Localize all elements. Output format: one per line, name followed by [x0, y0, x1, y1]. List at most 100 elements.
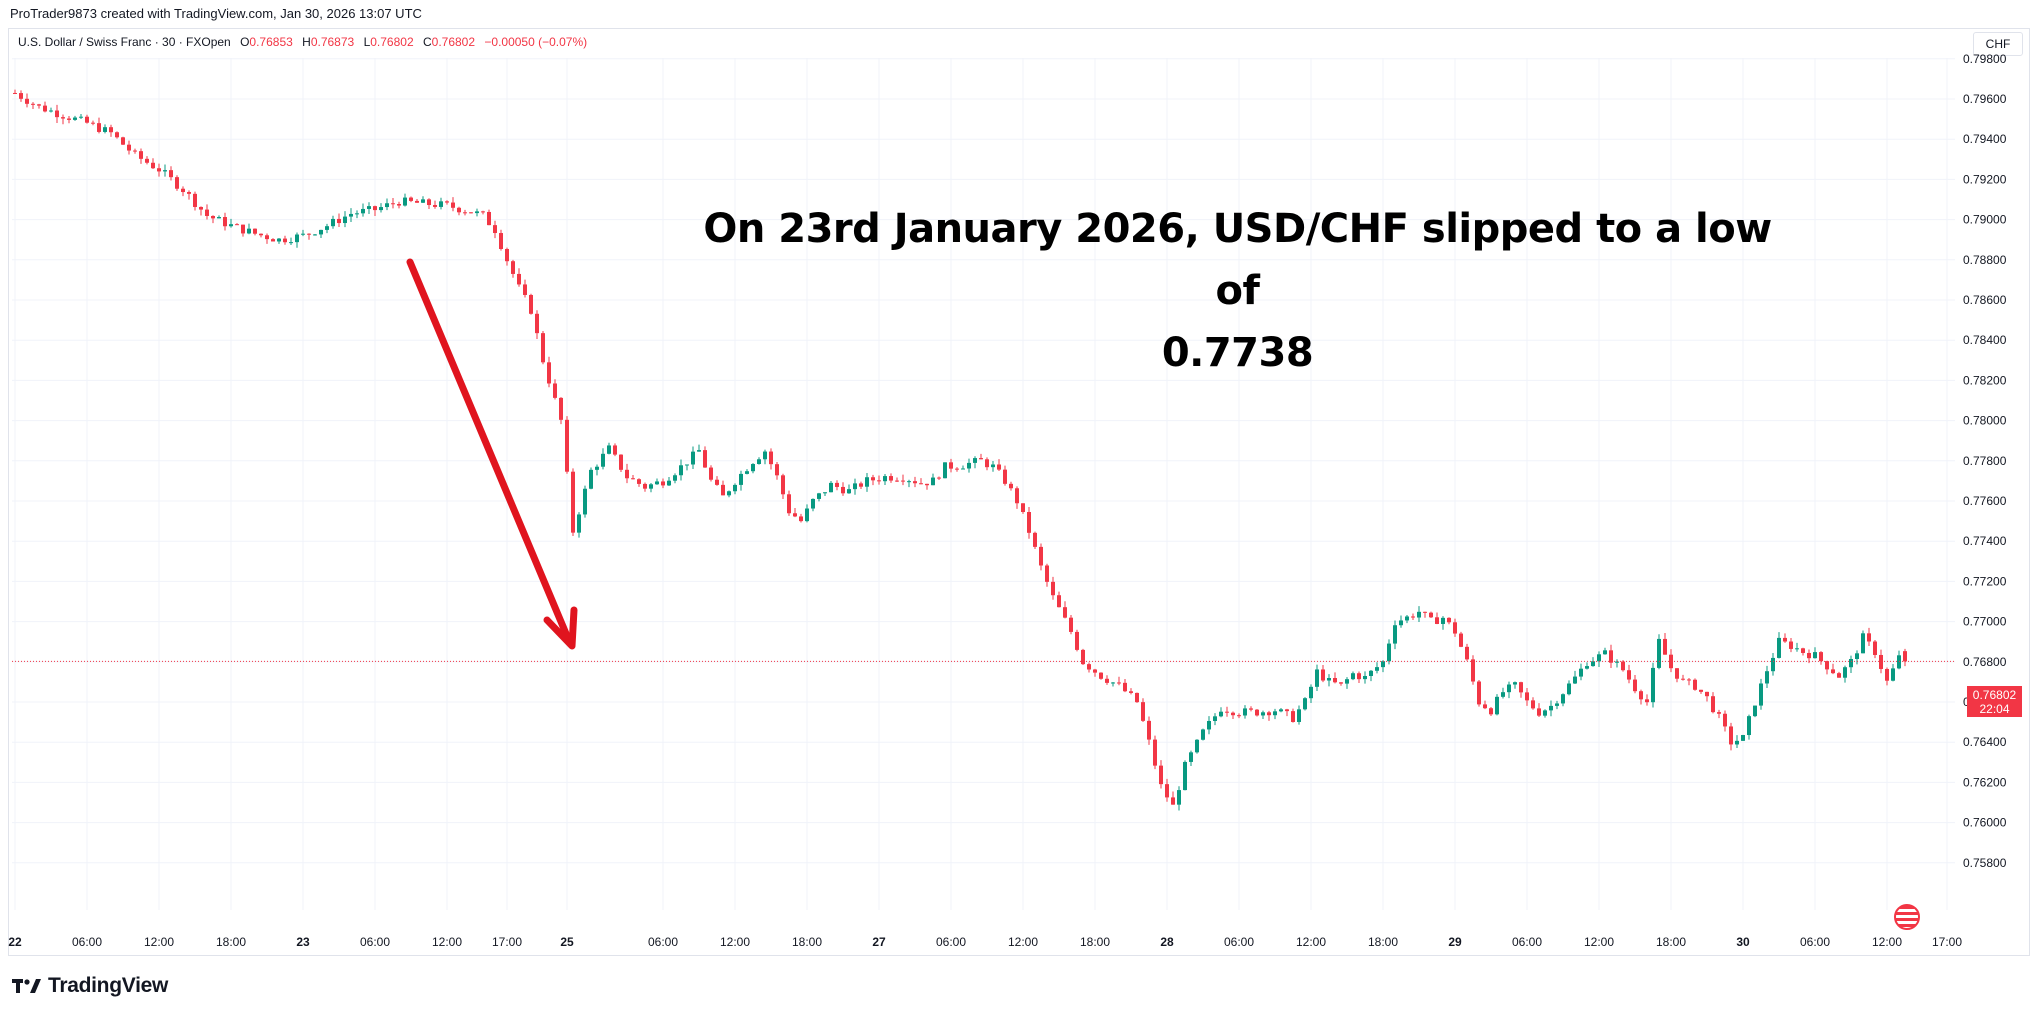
candle-body — [1873, 641, 1877, 655]
candle-body — [1225, 711, 1229, 713]
candle-body — [973, 458, 977, 463]
candle-body — [511, 261, 515, 274]
candle-body — [1507, 684, 1511, 693]
high-label: H — [302, 35, 311, 49]
candle-body — [307, 233, 311, 235]
candle-body — [763, 451, 767, 460]
candle-body — [427, 199, 431, 206]
candle-body — [739, 473, 743, 485]
us-flag-icon[interactable] — [1894, 904, 1920, 930]
candle-body — [1825, 661, 1829, 670]
tradingview-logo[interactable]: TradingView — [12, 974, 168, 998]
candle-body — [703, 450, 707, 468]
candle-body — [919, 483, 923, 485]
candle-body — [1543, 710, 1547, 716]
open-value: 0.76853 — [249, 35, 293, 49]
candle-body — [1879, 654, 1883, 669]
candle-body — [451, 202, 455, 208]
chart-frame — [8, 28, 2030, 956]
candle-body — [901, 480, 905, 482]
candle-body — [1387, 643, 1391, 662]
candle-body — [469, 212, 473, 214]
candle-body — [577, 514, 581, 533]
candle-body — [859, 483, 863, 487]
candle-body — [1747, 716, 1751, 736]
candle-body — [1609, 650, 1613, 663]
candle-body — [1489, 708, 1493, 715]
candle-body — [1015, 488, 1019, 504]
candle-body — [751, 464, 755, 472]
y-tick-label: 0.77800 — [1963, 454, 2007, 468]
x-tick-label: 18:00 — [792, 935, 822, 949]
candle-body — [1477, 681, 1481, 705]
candle-body — [883, 476, 887, 482]
candle-body — [487, 211, 491, 226]
candle-body — [481, 211, 485, 213]
candle-body — [1339, 682, 1343, 684]
candle-body — [799, 516, 803, 522]
candle-body — [979, 458, 983, 460]
candle-body — [649, 484, 653, 489]
candle-body — [85, 116, 89, 123]
candle-body — [409, 197, 413, 201]
candle-body — [1375, 667, 1379, 671]
candle-body — [1723, 713, 1727, 727]
candle-body — [769, 451, 773, 465]
candle-body — [1201, 729, 1205, 740]
candle-body — [691, 451, 695, 465]
candle-body — [907, 481, 911, 483]
candle-body — [1003, 469, 1007, 484]
symbol-title[interactable]: U.S. Dollar / Swiss Franc · 30 · FXOpen — [18, 35, 231, 49]
y-tick-label: 0.79600 — [1963, 92, 2007, 106]
open-label: O — [240, 35, 250, 49]
candle-body — [145, 158, 149, 163]
candle-body — [229, 224, 233, 227]
candle-body — [697, 450, 701, 452]
candle-body — [1591, 661, 1595, 667]
candle-body — [79, 116, 83, 118]
candle-body — [337, 218, 341, 224]
candle-body — [1255, 709, 1259, 716]
x-tick-label: 17:00 — [492, 935, 522, 949]
candle-body — [121, 137, 125, 145]
bar-countdown: 22:04 — [1979, 702, 2010, 716]
x-tick-label: 06:00 — [936, 935, 966, 949]
candle-body — [493, 225, 497, 234]
candle-body — [727, 491, 731, 496]
candle-body — [25, 98, 29, 104]
candle-body — [535, 313, 539, 334]
candle-body — [961, 468, 965, 470]
candle-body — [289, 242, 293, 244]
candle-body — [967, 462, 971, 469]
annotation-text: On 23rd January 2026, USD/CHF slipped to… — [700, 198, 1775, 384]
candle-body — [1459, 633, 1463, 647]
candle-body — [1243, 708, 1247, 716]
y-tick-label: 0.78800 — [1963, 253, 2007, 267]
brand-name: TradingView — [48, 974, 169, 997]
currency-button[interactable]: CHF — [1973, 32, 2023, 56]
candle-body — [1729, 726, 1733, 745]
candle-body — [163, 170, 167, 172]
candle-body — [841, 486, 845, 494]
candle-body — [1381, 661, 1385, 668]
y-tick-label: 0.79200 — [1963, 172, 2007, 186]
candle-body — [193, 193, 197, 207]
y-tick-label: 0.78600 — [1963, 293, 2007, 307]
y-tick-label: 0.76200 — [1963, 775, 2007, 789]
candle-body — [607, 445, 611, 454]
candle-body — [1135, 692, 1139, 703]
candle-body — [1513, 682, 1517, 685]
candle-body — [103, 127, 107, 132]
x-tick-label: 22 — [8, 935, 22, 949]
candle-body — [721, 484, 725, 496]
y-tick-label: 0.77400 — [1963, 534, 2007, 548]
candle-body — [433, 205, 437, 207]
candle-body — [1207, 720, 1211, 730]
candle-body — [1585, 666, 1589, 669]
candle-body — [211, 215, 215, 219]
candle-body — [97, 123, 101, 132]
candle-body — [1273, 711, 1277, 716]
candle-body — [571, 471, 575, 533]
x-tick-label: 06:00 — [1224, 935, 1254, 949]
